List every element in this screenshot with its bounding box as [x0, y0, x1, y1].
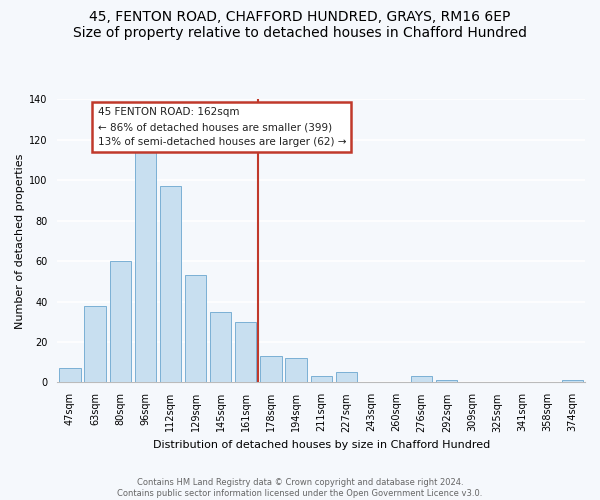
Bar — [85, 306, 106, 382]
Bar — [311, 376, 332, 382]
Bar — [235, 322, 256, 382]
Text: 45 FENTON ROAD: 162sqm
← 86% of detached houses are smaller (399)
13% of semi-de: 45 FENTON ROAD: 162sqm ← 86% of detached… — [98, 108, 346, 147]
Bar — [335, 372, 357, 382]
Bar — [210, 312, 232, 382]
Bar — [185, 275, 206, 382]
Bar — [411, 376, 433, 382]
Bar — [110, 261, 131, 382]
Bar — [562, 380, 583, 382]
Text: Contains HM Land Registry data © Crown copyright and database right 2024.
Contai: Contains HM Land Registry data © Crown c… — [118, 478, 482, 498]
Bar — [286, 358, 307, 382]
Bar — [160, 186, 181, 382]
Bar — [436, 380, 457, 382]
Bar — [59, 368, 80, 382]
X-axis label: Distribution of detached houses by size in Chafford Hundred: Distribution of detached houses by size … — [152, 440, 490, 450]
Bar — [134, 150, 156, 382]
Text: 45, FENTON ROAD, CHAFFORD HUNDRED, GRAYS, RM16 6EP
Size of property relative to : 45, FENTON ROAD, CHAFFORD HUNDRED, GRAYS… — [73, 10, 527, 40]
Bar — [260, 356, 281, 382]
Y-axis label: Number of detached properties: Number of detached properties — [15, 153, 25, 328]
